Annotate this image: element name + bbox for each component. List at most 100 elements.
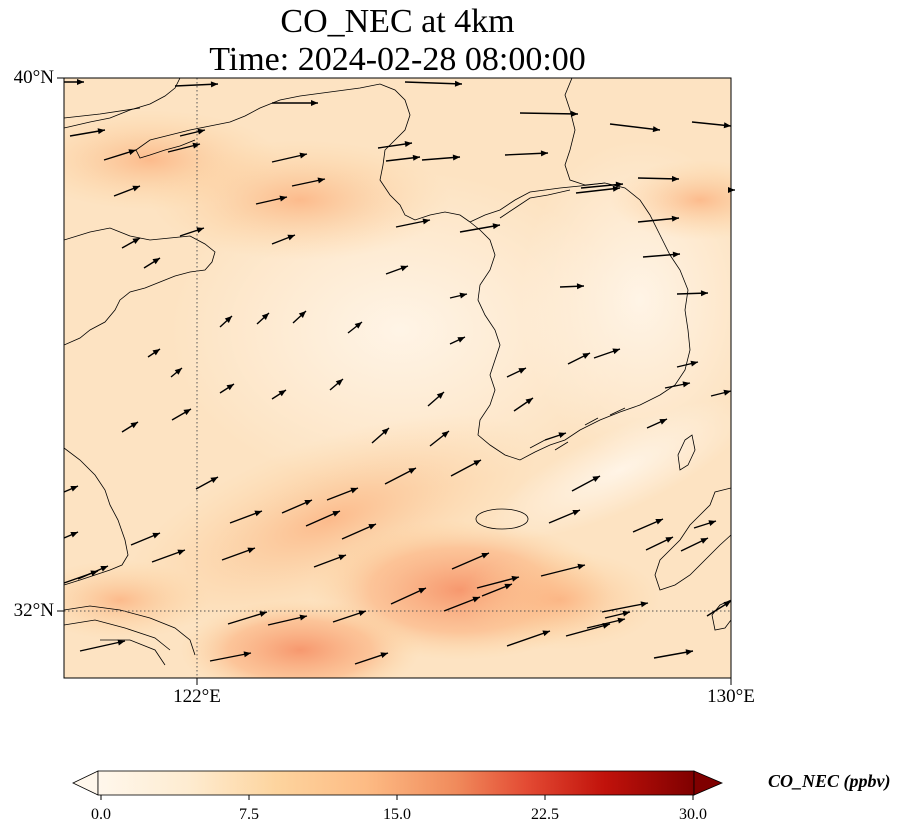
- wind-arrowhead: [338, 554, 346, 561]
- coastlines: [64, 78, 731, 666]
- wind-arrowhead: [492, 223, 500, 230]
- wind-arrowhead: [672, 251, 680, 258]
- wind-arrowhead: [723, 389, 731, 396]
- wind-arrowhead: [690, 360, 698, 367]
- wind-arrowhead: [311, 100, 318, 106]
- wind-arrowhead: [615, 181, 623, 188]
- wind-arrowhead: [152, 532, 160, 539]
- wind-arrowhead: [408, 468, 416, 474]
- wind-arrowhead: [332, 511, 340, 517]
- wind-arrowhead: [558, 432, 566, 439]
- wind-arrowhead: [70, 532, 78, 538]
- wind-arrowhead: [540, 150, 548, 157]
- wind-arrowhead: [617, 617, 625, 624]
- wind-arrowhead: [299, 614, 307, 621]
- wind-arrowhead: [226, 384, 234, 391]
- wind-arrowhead: [412, 154, 420, 161]
- wind-arrow: [580, 183, 624, 189]
- wind-arrowhead: [454, 80, 462, 87]
- wind-arrowhead: [261, 313, 269, 320]
- wind-arrowhead: [441, 431, 449, 438]
- wind-arrowhead: [132, 185, 140, 192]
- wind-arrowhead: [404, 141, 412, 147]
- wind-arrow: [565, 623, 611, 637]
- wind-arrowhead: [117, 639, 125, 646]
- wind-arrowhead: [70, 486, 78, 492]
- wind-arrowhead: [659, 419, 667, 425]
- wind-arrow: [506, 630, 551, 647]
- wind-arrowhead: [259, 611, 267, 617]
- wind-arrowhead: [708, 520, 716, 526]
- wind-arrowhead: [192, 142, 200, 149]
- wind-arrowhead: [358, 610, 366, 617]
- wind-arrowhead: [77, 79, 84, 85]
- wind-arrowhead: [243, 651, 251, 658]
- wind-arrowhead: [97, 128, 105, 135]
- wind-arrowhead: [481, 553, 489, 559]
- wind-arrowhead: [671, 215, 679, 222]
- wind-arrowhead: [132, 238, 140, 245]
- wind-arrowhead: [400, 265, 408, 272]
- colorbar-tick-1: 7.5: [239, 806, 259, 823]
- wind-arrowhead: [612, 348, 620, 355]
- wind-arrowhead: [210, 81, 218, 88]
- wind-arrowhead: [381, 428, 389, 435]
- map-frame: [63, 77, 732, 679]
- wind-arrowhead: [700, 538, 708, 544]
- ytick-label-40n: 40°N: [13, 67, 54, 88]
- wind-arrowhead: [354, 322, 362, 329]
- wind-arrowhead: [279, 195, 287, 202]
- wind-arrowhead: [350, 487, 358, 494]
- xtick-label-130e: 130°E: [707, 686, 755, 707]
- wind-arrowhead: [452, 154, 460, 161]
- wind-arrowhead: [700, 290, 708, 297]
- wind-arrow: [540, 564, 586, 577]
- wind-arrowhead: [542, 630, 550, 637]
- wind-arrowhead: [518, 368, 526, 374]
- wind-arrowhead: [298, 311, 306, 318]
- wind-arrow: [609, 123, 661, 131]
- wind-arrow: [404, 81, 463, 85]
- colorbar-extend-low: [72, 770, 99, 796]
- colorbar-tick-2: 15.0: [383, 806, 411, 823]
- wind-vectors: [63, 79, 735, 665]
- wind-arrowhead: [682, 381, 690, 388]
- wind-arrowhead: [183, 409, 191, 416]
- concentration-field: [64, 78, 731, 678]
- wind-arrowhead: [640, 601, 648, 608]
- wind-arrowhead: [196, 227, 204, 234]
- wind-arrowhead: [457, 337, 465, 343]
- wind-arrowhead: [592, 476, 600, 482]
- wind-arrowhead: [525, 398, 533, 405]
- wind-arrow: [79, 640, 126, 652]
- wind-arrowhead: [177, 549, 185, 556]
- chart-title: CO_NEC at 4km: [280, 3, 515, 40]
- colorbar-bar: [97, 770, 695, 796]
- wind-arrow: [504, 152, 549, 156]
- ytick-label-32n: 32°N: [13, 600, 54, 621]
- colorbar-label: CO_NEC (ppbv): [768, 771, 891, 791]
- wind-arrowhead: [473, 460, 481, 466]
- wind-arrowhead: [572, 509, 580, 516]
- wind-arrowhead: [665, 537, 673, 543]
- wind-arrowhead: [299, 152, 307, 159]
- wind-arrowhead: [576, 283, 584, 290]
- colorbar-extend-high: [693, 770, 724, 796]
- wind-arrowhead: [577, 563, 585, 570]
- wind-arrow: [476, 576, 520, 589]
- wind-arrowhead: [317, 177, 325, 184]
- colorbar-tick-0: 0.0: [91, 806, 111, 823]
- xtick-label-122e: 122°E: [173, 686, 221, 707]
- wind-arrowhead: [152, 258, 160, 265]
- wind-arrowhead: [130, 422, 138, 429]
- wind-arrow: [601, 602, 649, 613]
- wind-arrowhead: [128, 149, 136, 155]
- wind-arrowhead: [622, 610, 630, 617]
- wind-arrowhead: [436, 392, 444, 399]
- wind-arrowhead: [210, 477, 218, 483]
- wind-arrowhead: [472, 596, 480, 603]
- wind-arrowhead: [368, 524, 376, 530]
- wind-arrowhead: [152, 349, 160, 356]
- wind-arrowhead: [174, 368, 182, 375]
